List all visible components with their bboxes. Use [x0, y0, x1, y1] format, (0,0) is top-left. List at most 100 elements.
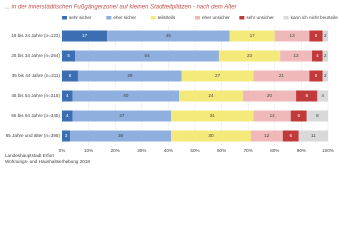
- bar-segment: [322, 30, 328, 42]
- x-tick-label: 50%: [190, 148, 199, 153]
- value-label: 2: [324, 53, 327, 58]
- x-tick-label: 20%: [111, 148, 120, 153]
- value-label: 24: [208, 93, 214, 98]
- source: Landeshauptstadt Erfurt: [5, 153, 55, 158]
- chart: ... in der innerstädtischen Fußgängerzon…: [5, 5, 338, 165]
- x-tick-label: 70%: [244, 148, 253, 153]
- legend-label: sehr unsicher: [246, 15, 274, 20]
- bar-segment: [171, 130, 251, 142]
- value-label: 6: [289, 133, 292, 138]
- value-label: 30: [208, 133, 214, 138]
- chart-title: ... in der innerstädtischen Fußgängerzon…: [5, 5, 238, 11]
- value-label: 4: [66, 113, 69, 118]
- bar-segment: [62, 50, 76, 62]
- value-label: 23: [247, 53, 253, 58]
- value-label: 38: [118, 133, 124, 138]
- bar-segment: [274, 30, 310, 42]
- bar-segment: [309, 70, 323, 82]
- value-label: 4: [66, 93, 69, 98]
- legend-swatch: [106, 16, 112, 20]
- value-label: 2: [324, 73, 327, 78]
- x-tick-label: 30%: [137, 148, 146, 153]
- legend-swatch: [283, 16, 289, 20]
- y-tick-label: 25 bis 34 Jahre (n=264): [11, 53, 60, 58]
- bar-segment: [107, 30, 230, 42]
- value-label: 2: [324, 33, 327, 38]
- legend-label: teils/teils: [158, 15, 176, 20]
- bar-segment: [62, 130, 70, 142]
- x-tick-label: 40%: [164, 148, 173, 153]
- y-tick-label: 18 bis 24 Jahre (n=123): [11, 33, 60, 38]
- bar-segment: [62, 90, 73, 102]
- value-label: 5: [315, 33, 318, 38]
- value-label: 8: [305, 93, 308, 98]
- y-tick-label: 65 Jahre und älter (n=395): [6, 133, 61, 138]
- value-label: 17: [82, 33, 88, 38]
- legend-swatch: [239, 16, 245, 20]
- bar-segment: [171, 110, 254, 122]
- value-label: 12: [264, 133, 270, 138]
- bar-segment: [309, 30, 323, 42]
- bar-segment: [317, 90, 328, 102]
- legend-label: sehr sicher: [69, 15, 92, 20]
- value-label: 31: [210, 113, 216, 118]
- legend-swatch: [62, 16, 67, 20]
- x-tick-label: 80%: [270, 148, 279, 153]
- value-label: 27: [215, 73, 221, 78]
- bar-segment: [75, 50, 219, 62]
- value-label: 40: [123, 93, 129, 98]
- legend-label: eher sicher: [113, 15, 136, 20]
- x-tick-label: 90%: [297, 148, 306, 153]
- bar-segment: [218, 50, 281, 62]
- y-tick-label: 45 bis 54 Jahre (n=315): [11, 93, 60, 98]
- value-label: 54: [145, 53, 151, 58]
- bar-segment: [181, 70, 254, 82]
- y-tick-label: 55 bis 64 Jahre (n=345): [11, 113, 60, 118]
- legend-label: kann ich nicht beurteilen: [291, 15, 338, 20]
- y-tick-label: 35 bis 44 Jahre (n=311): [12, 73, 61, 78]
- bar-segment: [179, 90, 243, 102]
- bar-segment: [322, 50, 328, 62]
- bar-segment: [229, 30, 275, 42]
- bar-segment: [250, 130, 283, 142]
- legend-swatch: [195, 16, 200, 20]
- bar-segment: [253, 70, 310, 82]
- value-label: 4: [316, 53, 319, 58]
- value-label: 3: [65, 133, 68, 138]
- bar-segment: [322, 70, 328, 82]
- x-tick-label: 10%: [84, 148, 93, 153]
- page: ... in der innerstädtischen Fußgängerzon…: [5, 4, 338, 165]
- bar-segment: [72, 110, 172, 122]
- value-label: 46: [166, 33, 172, 38]
- bar-segment: [253, 110, 291, 122]
- x-tick-label: 100%: [322, 148, 334, 153]
- value-label: 6: [297, 113, 300, 118]
- value-label: 5: [315, 73, 318, 78]
- value-label: 37: [119, 113, 125, 118]
- bar-segment: [298, 130, 328, 142]
- bar-segment: [296, 90, 318, 102]
- value-label: 17: [250, 33, 256, 38]
- value-label: 14: [270, 113, 276, 118]
- source: Wohnungs- und Haushaltserhebung 2018: [5, 159, 90, 164]
- value-label: 6: [69, 73, 72, 78]
- value-label: 13: [290, 33, 296, 38]
- value-label: 4: [321, 93, 324, 98]
- x-tick-label: 60%: [217, 148, 226, 153]
- bar-segment: [312, 50, 323, 62]
- legend-label: eher unsicher: [202, 15, 230, 20]
- bar-segment: [62, 30, 108, 42]
- x-tick-label: 0%: [59, 148, 66, 153]
- bar-segment: [72, 90, 180, 102]
- legend-swatch: [150, 16, 156, 20]
- bar-segment: [282, 130, 299, 142]
- value-label: 20: [267, 93, 273, 98]
- value-label: 11: [311, 133, 316, 138]
- bar-segment: [280, 50, 313, 62]
- bar-segment: [62, 70, 78, 82]
- value-label: 12: [294, 53, 300, 58]
- bar-segment: [290, 110, 307, 122]
- value-label: 8: [316, 113, 319, 118]
- bar-segment: [62, 110, 73, 122]
- bar-segment: [242, 90, 297, 102]
